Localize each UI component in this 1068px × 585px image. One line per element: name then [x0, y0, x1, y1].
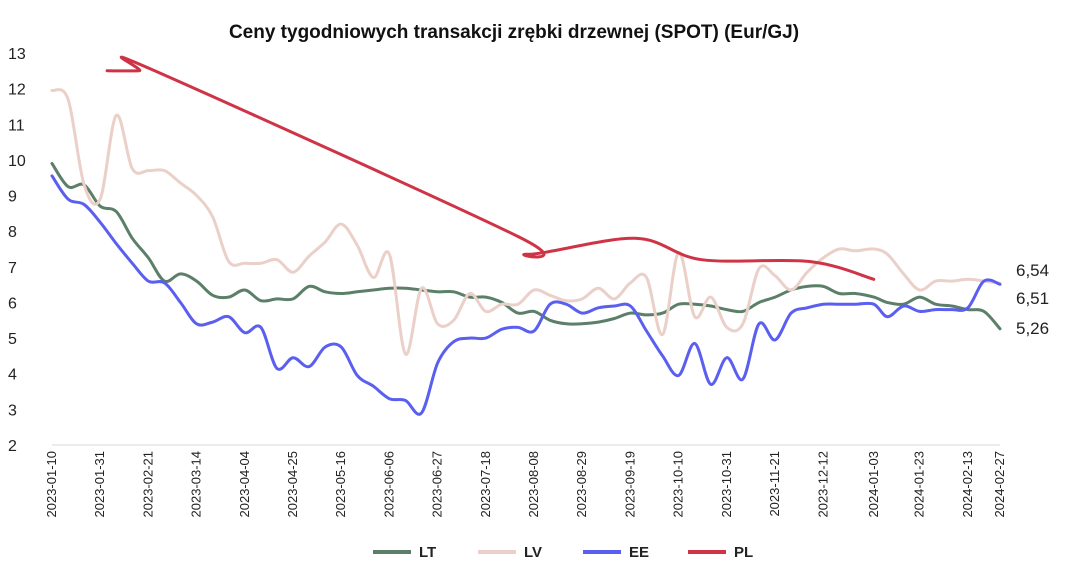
y-tick-label: 4 [8, 367, 17, 384]
x-tick-label: 2023-10-31 [719, 451, 734, 518]
x-tick-label: 2023-02-21 [140, 451, 155, 518]
y-tick-label: 11 [8, 117, 25, 134]
x-tick-label: 2024-01-23 [912, 451, 927, 518]
x-tick-label: 2023-03-14 [189, 451, 204, 518]
end-label-ee: 6,51 [1016, 289, 1049, 308]
end-labels: 6,54 6,51 5,26 [1016, 261, 1049, 338]
series-line-lt [50, 162, 1002, 331]
end-label-lt: 5,26 [1016, 319, 1049, 338]
x-tick-label: 2023-06-27 [430, 451, 445, 518]
y-tick-label: 8 [8, 224, 17, 241]
x-tick-label: 2023-09-19 [622, 451, 637, 518]
y-tick-label: 2 [8, 438, 17, 455]
legend-label-pl: PL [734, 544, 753, 561]
x-tick-label: 2023-04-04 [237, 451, 252, 518]
end-label-lv: 6,54 [1016, 261, 1049, 280]
series-line-pl [105, 55, 876, 281]
x-tick-label: 2024-02-13 [960, 451, 975, 518]
x-tick-label: 2023-06-06 [381, 451, 396, 518]
series-layer [50, 55, 1002, 416]
chart-title: Ceny tygodniowych transakcji zrębki drze… [229, 22, 799, 43]
legend: LT LV EE PL [373, 544, 753, 561]
y-axis: 2 3 4 5 6 7 8 9 10 11 12 13 [8, 46, 26, 455]
legend-label-lv: LV [524, 544, 542, 561]
x-tick-label: 2023-04-25 [285, 451, 300, 518]
y-tick-label: 6 [8, 295, 17, 312]
y-tick-label: 9 [8, 189, 17, 206]
x-tick-label: 2024-01-03 [866, 451, 881, 518]
x-tick-label: 2023-08-29 [574, 451, 589, 518]
y-tick-label: 10 [8, 153, 26, 170]
y-tick-label: 5 [8, 331, 17, 348]
x-tick-label: 2023-12-12 [815, 451, 830, 518]
x-axis: 2023-01-10 2023-01-31 2023-02-21 2023-03-14… [44, 451, 1007, 518]
x-tick-label: 2023-11-21 [767, 451, 782, 517]
legend-label-ee: EE [629, 544, 649, 561]
x-tick-label: 2023-08-08 [526, 451, 541, 518]
y-tick-label: 13 [8, 46, 26, 63]
x-tick-label: 2024-02-27 [992, 451, 1007, 518]
x-tick-label: 2023-05-16 [333, 451, 348, 518]
series-line-ee [50, 174, 1002, 416]
y-tick-label: 7 [8, 260, 17, 277]
x-tick-label: 2023-10-10 [671, 451, 686, 518]
y-tick-label: 12 [8, 82, 26, 99]
x-tick-label: 2023-01-31 [92, 451, 107, 518]
x-tick-label: 2023-07-18 [478, 451, 493, 518]
legend-label-lt: LT [419, 544, 436, 561]
y-tick-label: 3 [8, 402, 17, 419]
x-tick-label: 2023-01-10 [44, 451, 59, 518]
series-line-lv [50, 88, 1002, 356]
